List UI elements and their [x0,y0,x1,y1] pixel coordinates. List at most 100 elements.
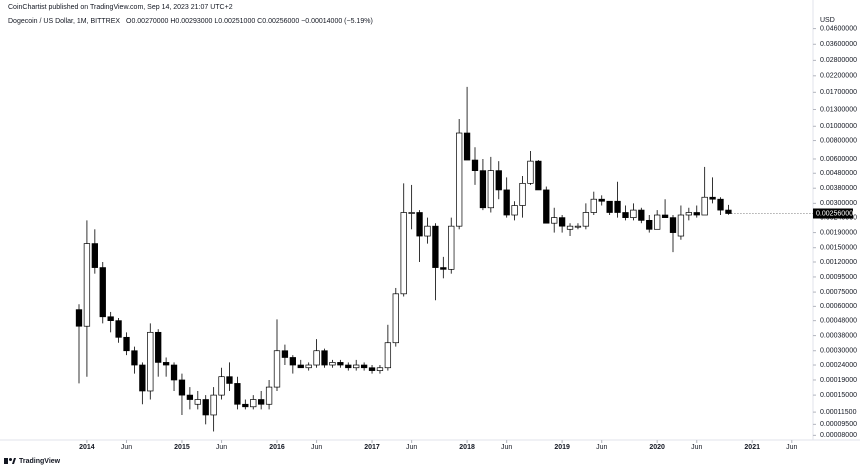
candle-body [471,159,479,171]
x-tick-label: 2021 [744,444,760,451]
candle-body [297,364,304,369]
y-tick-label: 0.00480000 [820,170,857,177]
x-tick-label: Jun [406,444,417,451]
candle-body [75,309,83,327]
x-tick-label: 2018 [459,444,475,451]
candle-body [265,386,273,405]
candle-body [376,367,384,371]
x-tick-label: Jun [596,444,607,451]
candle-body [685,212,692,216]
candle-body [345,364,352,369]
candle-body [519,182,526,206]
currency: USD [820,17,835,24]
candle-body [400,212,407,295]
candle-body [495,170,502,191]
candle-body [725,209,732,214]
candle-body [479,170,487,209]
candle-body [258,399,265,405]
candle-body [281,350,289,358]
candle-body [186,394,194,400]
candle-body [408,212,415,214]
candle-body [313,350,320,366]
candle-body [717,198,724,211]
candle-body [669,217,677,233]
y-tick-label: 0.00300000 [820,200,857,207]
candle-body [590,198,597,213]
y-tick-label: 0.00030000 [820,348,857,355]
y-tick-label: 0.02800000 [820,57,857,64]
x-tick-label: Jun [786,444,797,451]
candle-body [210,394,217,416]
candle-body [448,225,455,270]
candle-body [677,214,685,237]
y-tick-label: 0.00048000 [820,317,857,324]
candle-body [646,220,653,230]
candle-body [432,225,439,268]
y-tick-label: 0.00011500 [820,409,857,416]
candle-body [83,243,91,327]
y-tick-label: 0.00120000 [820,259,857,266]
x-tick-label: Jun [501,444,512,451]
candle-body [630,209,637,218]
candle-body [289,357,296,366]
y-tick-label: 0.00150000 [820,245,857,252]
candle-body [511,205,518,216]
candle-body [551,217,558,224]
candle-body [661,214,669,218]
x-tick-label: Jun [691,444,702,451]
candle-body [147,331,154,392]
candle-body [463,132,471,161]
candle-body [384,342,392,369]
publisher: CoinChartist published on TradingView.co… [8,4,233,11]
y-tick-label: 0.01300000 [820,106,857,113]
candle-body [99,267,106,318]
x-tick-label: 2016 [269,444,285,451]
symbol: Dogecoin / US Dollar, 1M, BITTREX [8,18,120,25]
candle-body [709,196,716,200]
candle-body [131,350,138,366]
candle-body [598,198,605,202]
candle-body [218,376,225,396]
x-tick-label: 2015 [174,444,190,451]
candle-body [360,364,368,369]
candle-body [155,331,162,363]
y-tick-label: 0.04600000 [820,25,857,32]
candle-body [321,350,328,366]
y-tick-label: 0.00800000 [820,137,857,144]
y-tick-label: 0.00095000 [820,274,857,281]
candle-body [162,362,170,366]
candle-body [123,336,130,352]
candle-body [194,399,201,405]
candle-body [456,132,463,227]
candle-body [139,364,146,392]
y-tick-label: 0.01000000 [820,123,857,130]
candle-body [273,350,281,388]
x-tick-label: 2014 [79,444,95,451]
candle-body [368,367,376,371]
candle-body [305,364,312,369]
x-tick-label: 2019 [554,444,570,451]
candle-body [115,320,122,338]
candle-body [487,170,494,209]
candle-body [558,217,566,227]
candle-body [170,364,178,381]
y-tick-label: 0.00024000 [820,362,857,369]
ohlc: O0.00270000 H0.00293000 L0.00251000 C0.0… [126,18,373,25]
y-tick-label: 0.03600000 [820,41,857,48]
candle-body [527,160,534,184]
y-tick-label: 0.00015000 [820,392,857,399]
y-tick-label: 0.00075000 [820,289,857,296]
y-tick-label: 0.02200000 [820,73,857,80]
y-tick-label: 0.01700000 [820,89,857,96]
y-tick-label: 0.00600000 [820,156,857,163]
y-tick-label: 0.00019000 [820,377,857,384]
candle-body [353,364,360,369]
candle-body [638,209,645,221]
candle-body [614,200,621,213]
candle-body [701,196,708,216]
y-tick-label: 0.00009500 [820,421,857,428]
candle-body [337,362,344,366]
candle-body [622,212,629,218]
